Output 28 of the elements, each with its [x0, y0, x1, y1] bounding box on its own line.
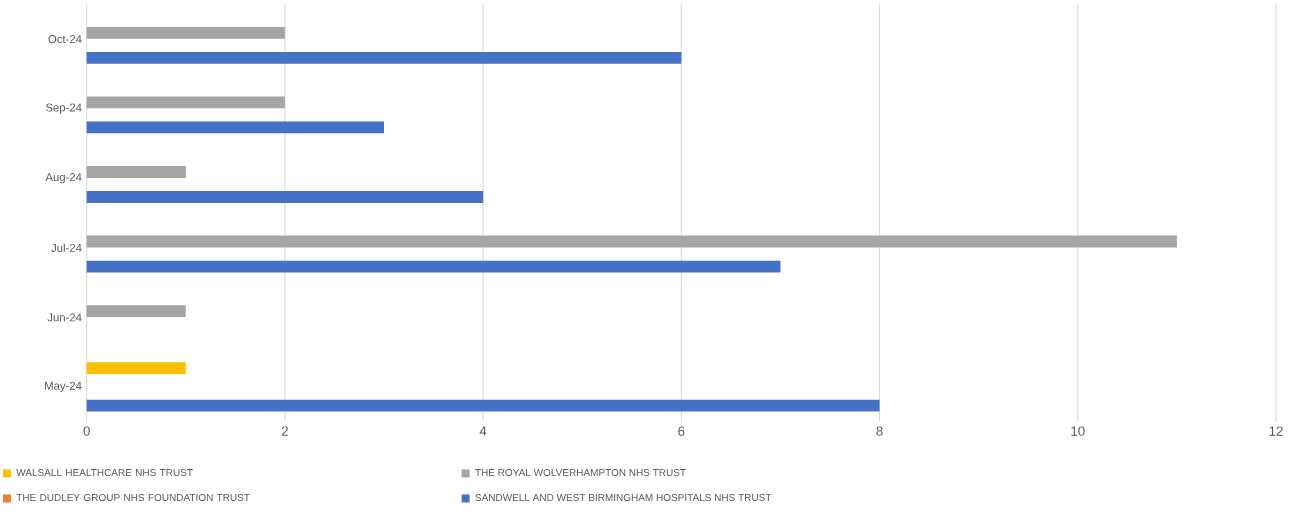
y-tick-label: Jun-24: [47, 313, 82, 322]
bar: [86, 362, 186, 375]
x-tick-label: 6: [678, 426, 685, 436]
y-tick-label: Sep-24: [45, 103, 82, 114]
legend-label: THE DUDLEY GROUP NHS FOUNDATION TRUST: [16, 493, 250, 502]
bar: [86, 235, 1177, 248]
y-tick-label: Aug-24: [45, 173, 82, 184]
bar: [86, 96, 285, 109]
y-tick-label: Jul-24: [51, 243, 82, 252]
x-tick-label: 12: [1269, 426, 1283, 436]
y-tick-label: Oct-24: [48, 35, 82, 44]
bar: [86, 260, 781, 273]
x-tick-label: 4: [479, 426, 487, 436]
y-tick-label: May-24: [45, 381, 82, 393]
bar: [86, 121, 384, 134]
bar: [86, 166, 186, 178]
bar: [86, 191, 484, 203]
legend-label: WALSALL HEALTHCARE NHS TRUST: [16, 469, 193, 477]
x-tick-label: 10: [1071, 426, 1085, 436]
bar: [86, 399, 880, 412]
bar: [86, 51, 682, 64]
x-tick-label: 0: [83, 426, 90, 436]
legend-label: THE ROYAL WOLVERHAMPTON NHS TRUST: [475, 469, 686, 477]
bar: [86, 26, 285, 39]
bar: [86, 305, 186, 317]
x-tick-label: 2: [281, 426, 288, 436]
legend-label: SANDWELL AND WEST BIRMINGHAM HOSPITALS NHS TRUST: [475, 493, 772, 502]
x-tick-label: 8: [876, 426, 883, 436]
